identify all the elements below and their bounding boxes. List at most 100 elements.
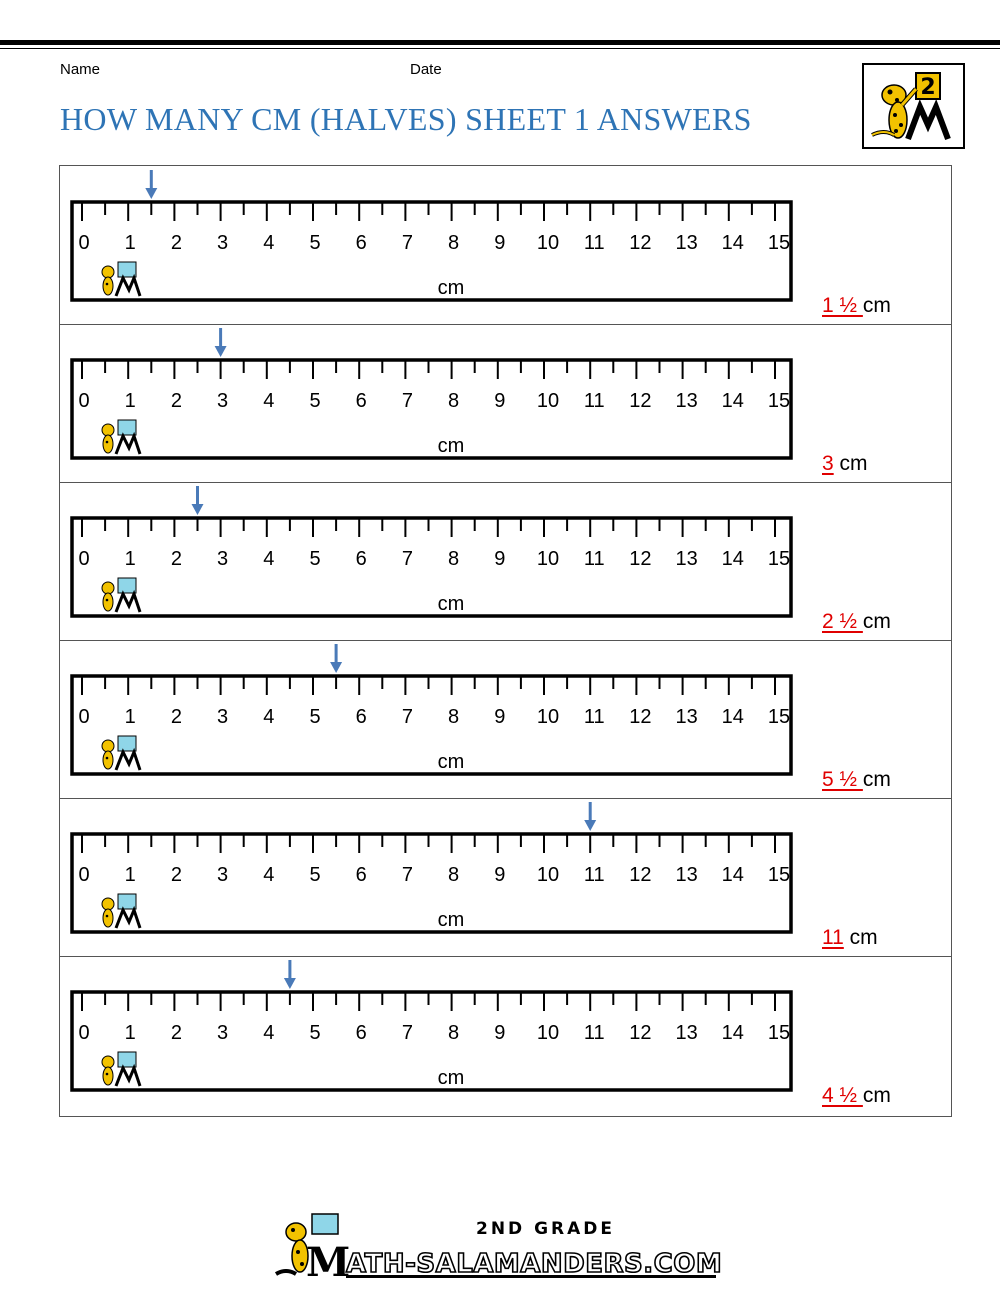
ruler-number: 12 <box>629 548 651 570</box>
answer: 1 ½ cm <box>822 294 891 318</box>
ruler-number: 5 <box>309 1022 320 1044</box>
ruler-number: 7 <box>402 706 413 728</box>
ruler-number: 3 <box>217 548 228 570</box>
ruler-number: 13 <box>675 706 697 728</box>
ruler-number: 11 <box>584 1022 605 1044</box>
ruler-number: 2 <box>171 864 182 886</box>
ruler-number: 9 <box>494 232 505 254</box>
answer: 2 ½ cm <box>822 610 891 634</box>
ruler-number: 3 <box>217 1022 228 1044</box>
ruler-number: 8 <box>448 232 459 254</box>
ruler-number: 7 <box>402 864 413 886</box>
ruler-number: 11 <box>584 232 605 254</box>
ruler-number: 0 <box>78 864 89 886</box>
ruler-unit-label: cm <box>438 593 465 615</box>
salamander-logo: 2 <box>862 63 965 149</box>
ruler-number: 15 <box>768 864 790 886</box>
ruler-unit-label: cm <box>438 277 465 299</box>
ruler-number: 8 <box>448 548 459 570</box>
ruler-number: 9 <box>494 390 505 412</box>
answer: 4 ½ cm <box>822 1084 891 1108</box>
ruler-number: 6 <box>356 548 367 570</box>
ruler-number: 3 <box>217 864 228 886</box>
question-row: 0 1 2 3 4 5 6 7 8 9 10 11 12 13 14 15 cm 1 ½ cm <box>60 166 951 325</box>
ruler-number: 7 <box>402 390 413 412</box>
ruler-number: 1 <box>125 1022 136 1044</box>
ruler-number: 5 <box>309 706 320 728</box>
ruler-number: 2 <box>171 548 182 570</box>
answer-value: 3 <box>822 452 834 475</box>
ruler-number: 14 <box>722 1022 744 1044</box>
ruler-questions-table: 0 1 2 3 4 5 6 7 8 9 10 11 12 13 14 15 cm 1 ½ cm 0 1 2 3 4 5 6 7 8 9… <box>59 165 952 1117</box>
ruler-logo-icon <box>101 735 142 771</box>
ruler-number: 8 <box>448 1022 459 1044</box>
ruler-number: 9 <box>494 548 505 570</box>
grade-digit: 2 <box>920 75 935 100</box>
ruler-number: 14 <box>722 706 744 728</box>
answer-unit: cm <box>862 768 891 791</box>
ruler-body <box>70 358 793 460</box>
ruler-number: 12 <box>629 232 651 254</box>
ruler-number: 13 <box>675 864 697 886</box>
answer-unit: cm <box>849 926 878 949</box>
answer-value: 4 ½ <box>822 1084 863 1107</box>
ruler-logo-icon <box>101 419 142 455</box>
ruler-number: 4 <box>263 706 274 728</box>
ruler-number: 1 <box>125 706 136 728</box>
ruler-number: 4 <box>263 548 274 570</box>
ruler-body <box>70 832 793 934</box>
ruler-body <box>70 674 793 776</box>
ruler-number: 5 <box>309 864 320 886</box>
ruler-number: 4 <box>263 232 274 254</box>
answer-unit: cm <box>862 294 891 317</box>
question-row: 0 1 2 3 4 5 6 7 8 9 10 11 12 13 14 15 cm 5 ½ cm <box>60 640 951 799</box>
pointer-arrow-icon <box>214 346 227 357</box>
ruler-number: 7 <box>402 232 413 254</box>
ruler-number: 4 <box>263 864 274 886</box>
ruler-number: 15 <box>768 1022 790 1044</box>
ruler-number: 5 <box>309 232 320 254</box>
answer: 3 cm <box>822 452 868 476</box>
answer-value: 1 ½ <box>822 294 863 317</box>
ruler-number: 14 <box>722 548 744 570</box>
ruler-number: 6 <box>356 1022 367 1044</box>
ruler-number: 0 <box>78 1022 89 1044</box>
ruler-number: 10 <box>537 232 559 254</box>
ruler-number: 1 <box>125 864 136 886</box>
ruler-number: 4 <box>263 1022 274 1044</box>
answer: 11 cm <box>822 926 878 950</box>
answer-value: 11 <box>822 926 844 949</box>
ruler-number: 2 <box>171 706 182 728</box>
ruler-number: 1 <box>125 390 136 412</box>
ruler-number: 15 <box>768 390 790 412</box>
ruler-number: 5 <box>309 390 320 412</box>
ruler-number: 12 <box>629 390 651 412</box>
ruler-number: 15 <box>768 232 790 254</box>
ruler-number: 1 <box>125 548 136 570</box>
question-row: 0 1 2 3 4 5 6 7 8 9 10 11 12 13 14 15 cm 2 ½ cm <box>60 482 951 641</box>
ruler-number: 6 <box>356 864 367 886</box>
ruler-unit-label: cm <box>438 1067 465 1089</box>
ruler-number: 3 <box>217 706 228 728</box>
ruler-number: 3 <box>217 390 228 412</box>
ruler-logo-icon <box>101 1051 142 1087</box>
ruler-number: 12 <box>629 1022 651 1044</box>
ruler-number: 6 <box>356 390 367 412</box>
pointer-arrow-icon <box>191 504 204 515</box>
ruler-logo-icon <box>101 261 142 297</box>
ruler-unit-label: cm <box>438 751 465 773</box>
question-row: 0 1 2 3 4 5 6 7 8 9 10 11 12 13 14 15 cm 4 ½ cm <box>60 956 951 1114</box>
ruler-number: 14 <box>722 232 744 254</box>
footer-grade-text: 2ND GRADE <box>476 1219 615 1239</box>
ruler-number: 0 <box>78 390 89 412</box>
ruler-number: 11 <box>584 864 605 886</box>
pointer-arrow-icon <box>584 820 597 831</box>
page-title: HOW MANY CM (HALVES) SHEET 1 ANSWERS <box>60 101 752 137</box>
answer-unit: cm <box>862 610 891 633</box>
ruler-number: 10 <box>537 548 559 570</box>
